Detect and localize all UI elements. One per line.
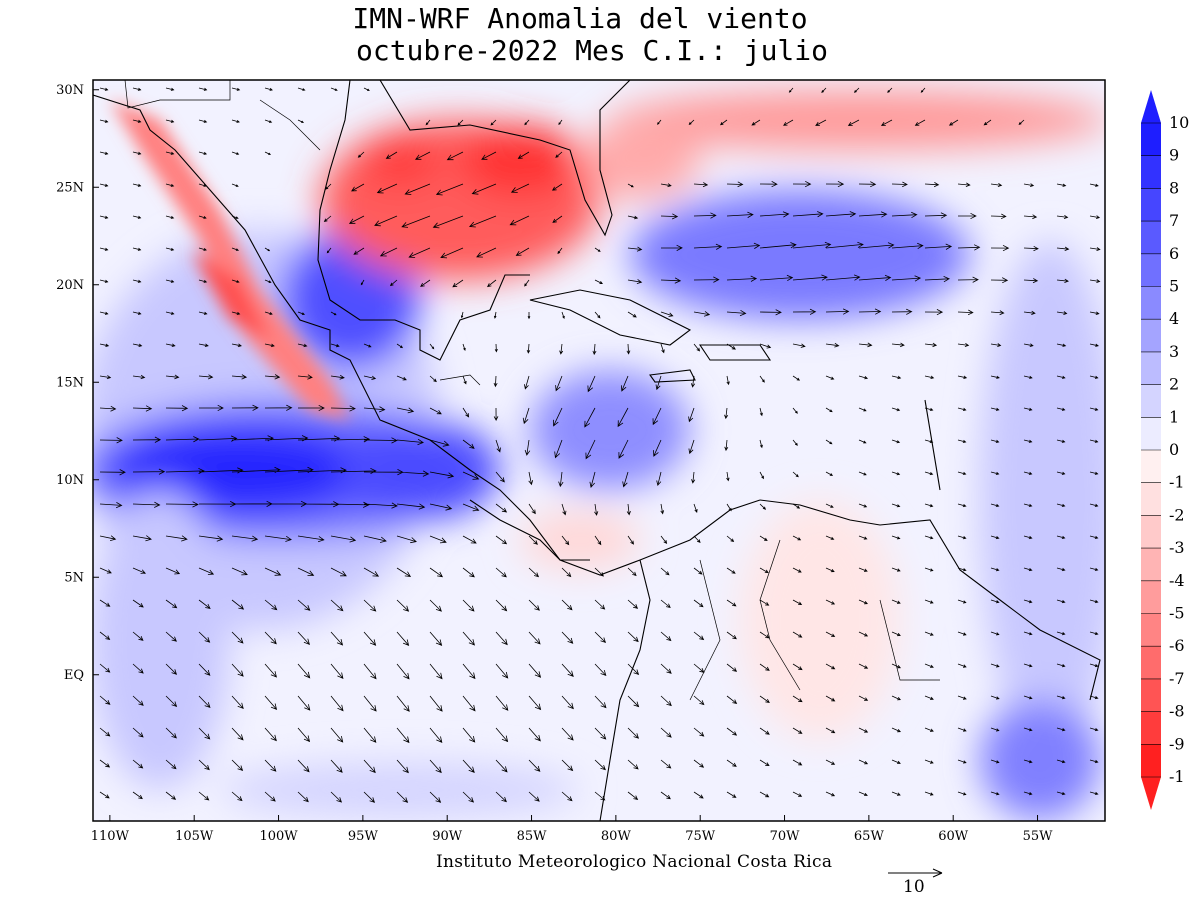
lat-tick-label: 5N xyxy=(64,570,84,585)
colorbar-swatch xyxy=(1141,515,1161,549)
reference-vector xyxy=(888,868,943,878)
colorbar-swatch xyxy=(1141,286,1161,320)
colorbar-swatch xyxy=(1141,155,1161,189)
lat-tick-label: 10N xyxy=(56,473,84,488)
colorbar-swatch xyxy=(1141,351,1161,386)
colorbar-swatch xyxy=(1141,253,1161,287)
colorbar-label: 7 xyxy=(1169,211,1179,230)
colorbar-lower-extension xyxy=(1141,777,1161,810)
colorbar-swatch xyxy=(1141,319,1161,353)
colorbar-label: 5 xyxy=(1169,277,1179,296)
lon-tick-label: 105W xyxy=(175,829,214,844)
colorbar-label: 10 xyxy=(1169,113,1189,132)
anomaly-field xyxy=(93,80,1105,821)
lon-tick-label: 75W xyxy=(685,829,716,844)
colorbar-label: -2 xyxy=(1169,505,1185,524)
lat-tick-label: 25N xyxy=(56,180,84,195)
colorbar-label: 1 xyxy=(1169,407,1179,426)
colorbar-swatch xyxy=(1141,188,1161,222)
colorbar-label: -9 xyxy=(1169,734,1185,753)
colorbar-swatch xyxy=(1141,123,1161,157)
lon-tick-label: 70W xyxy=(770,829,801,844)
lon-axis: 110W 105W 100W 95W 90W 85W 80W 75W 70W 65W 60W 55W xyxy=(91,815,1053,844)
reference-vector-label: 10 xyxy=(903,877,925,897)
colorbar-swatch xyxy=(1141,613,1161,647)
colorbar-swatch xyxy=(1141,580,1161,614)
lat-axis: 30N 25N 20N 15N 10N 5N EQ xyxy=(56,83,99,683)
colorbar-label: -1 xyxy=(1169,767,1185,786)
colorbar-label: -4 xyxy=(1169,571,1185,590)
colorbar-swatch xyxy=(1141,482,1161,516)
colorbar-swatch xyxy=(1141,221,1161,255)
colorbar-swatch xyxy=(1141,384,1161,418)
lon-tick-label: 55W xyxy=(1023,829,1054,844)
lon-tick-label: 65W xyxy=(854,829,885,844)
colorbar-label: 4 xyxy=(1169,309,1179,328)
colorbar-label: -7 xyxy=(1169,669,1185,688)
lat-tick-label: 20N xyxy=(56,278,84,293)
colorbar-label: 9 xyxy=(1169,146,1179,165)
lon-tick-label: 90W xyxy=(432,829,463,844)
map-title-line-2: octubre-2022 Mes C.I.: julio xyxy=(355,34,828,67)
colorbar-label: 2 xyxy=(1169,375,1179,394)
plot-frame xyxy=(92,79,1106,822)
colorbar-label: 6 xyxy=(1169,244,1179,263)
lat-tick-label: 30N xyxy=(56,83,84,98)
lon-tick-label: 110W xyxy=(91,829,130,844)
lat-tick-label: 15N xyxy=(56,375,84,390)
institution-credit: Instituto Meteorologico Nacional Costa R… xyxy=(436,852,833,872)
colorbar-label: 0 xyxy=(1169,440,1179,459)
colorbar-swatch xyxy=(1141,646,1161,680)
lat-tick-label: EQ xyxy=(64,668,84,683)
lon-tick-label: 85W xyxy=(517,829,548,844)
colorbar-label: -3 xyxy=(1169,538,1185,557)
colorbar-swatch xyxy=(1141,711,1161,745)
colorbar-swatch xyxy=(1141,548,1161,582)
colorbar-label: 8 xyxy=(1169,178,1179,197)
colorbar-label: -8 xyxy=(1169,702,1185,721)
lon-tick-label: 80W xyxy=(601,829,632,844)
colorbar-label: -1 xyxy=(1169,473,1185,492)
coastlines xyxy=(93,80,1101,821)
colorbar-label: -6 xyxy=(1169,636,1185,655)
colorbar-swatch xyxy=(1141,417,1161,451)
country-borders xyxy=(124,80,940,701)
lon-tick-label: 60W xyxy=(938,829,969,844)
lon-tick-label: 100W xyxy=(259,829,298,844)
map-title-line-1: IMN-WRF Anomalia del viento xyxy=(352,2,808,35)
lon-tick-label: 95W xyxy=(348,829,379,844)
colorbar-swatch xyxy=(1141,744,1161,778)
wind-vectors xyxy=(99,87,1101,803)
wind-vector-field xyxy=(99,87,1101,803)
colorbar-label: -5 xyxy=(1169,604,1185,623)
colorbar-swatch xyxy=(1141,678,1161,713)
colorbar-label: 3 xyxy=(1169,342,1179,361)
colorbar-swatch xyxy=(1141,450,1161,484)
colorbar-upper-extension xyxy=(1141,90,1161,123)
